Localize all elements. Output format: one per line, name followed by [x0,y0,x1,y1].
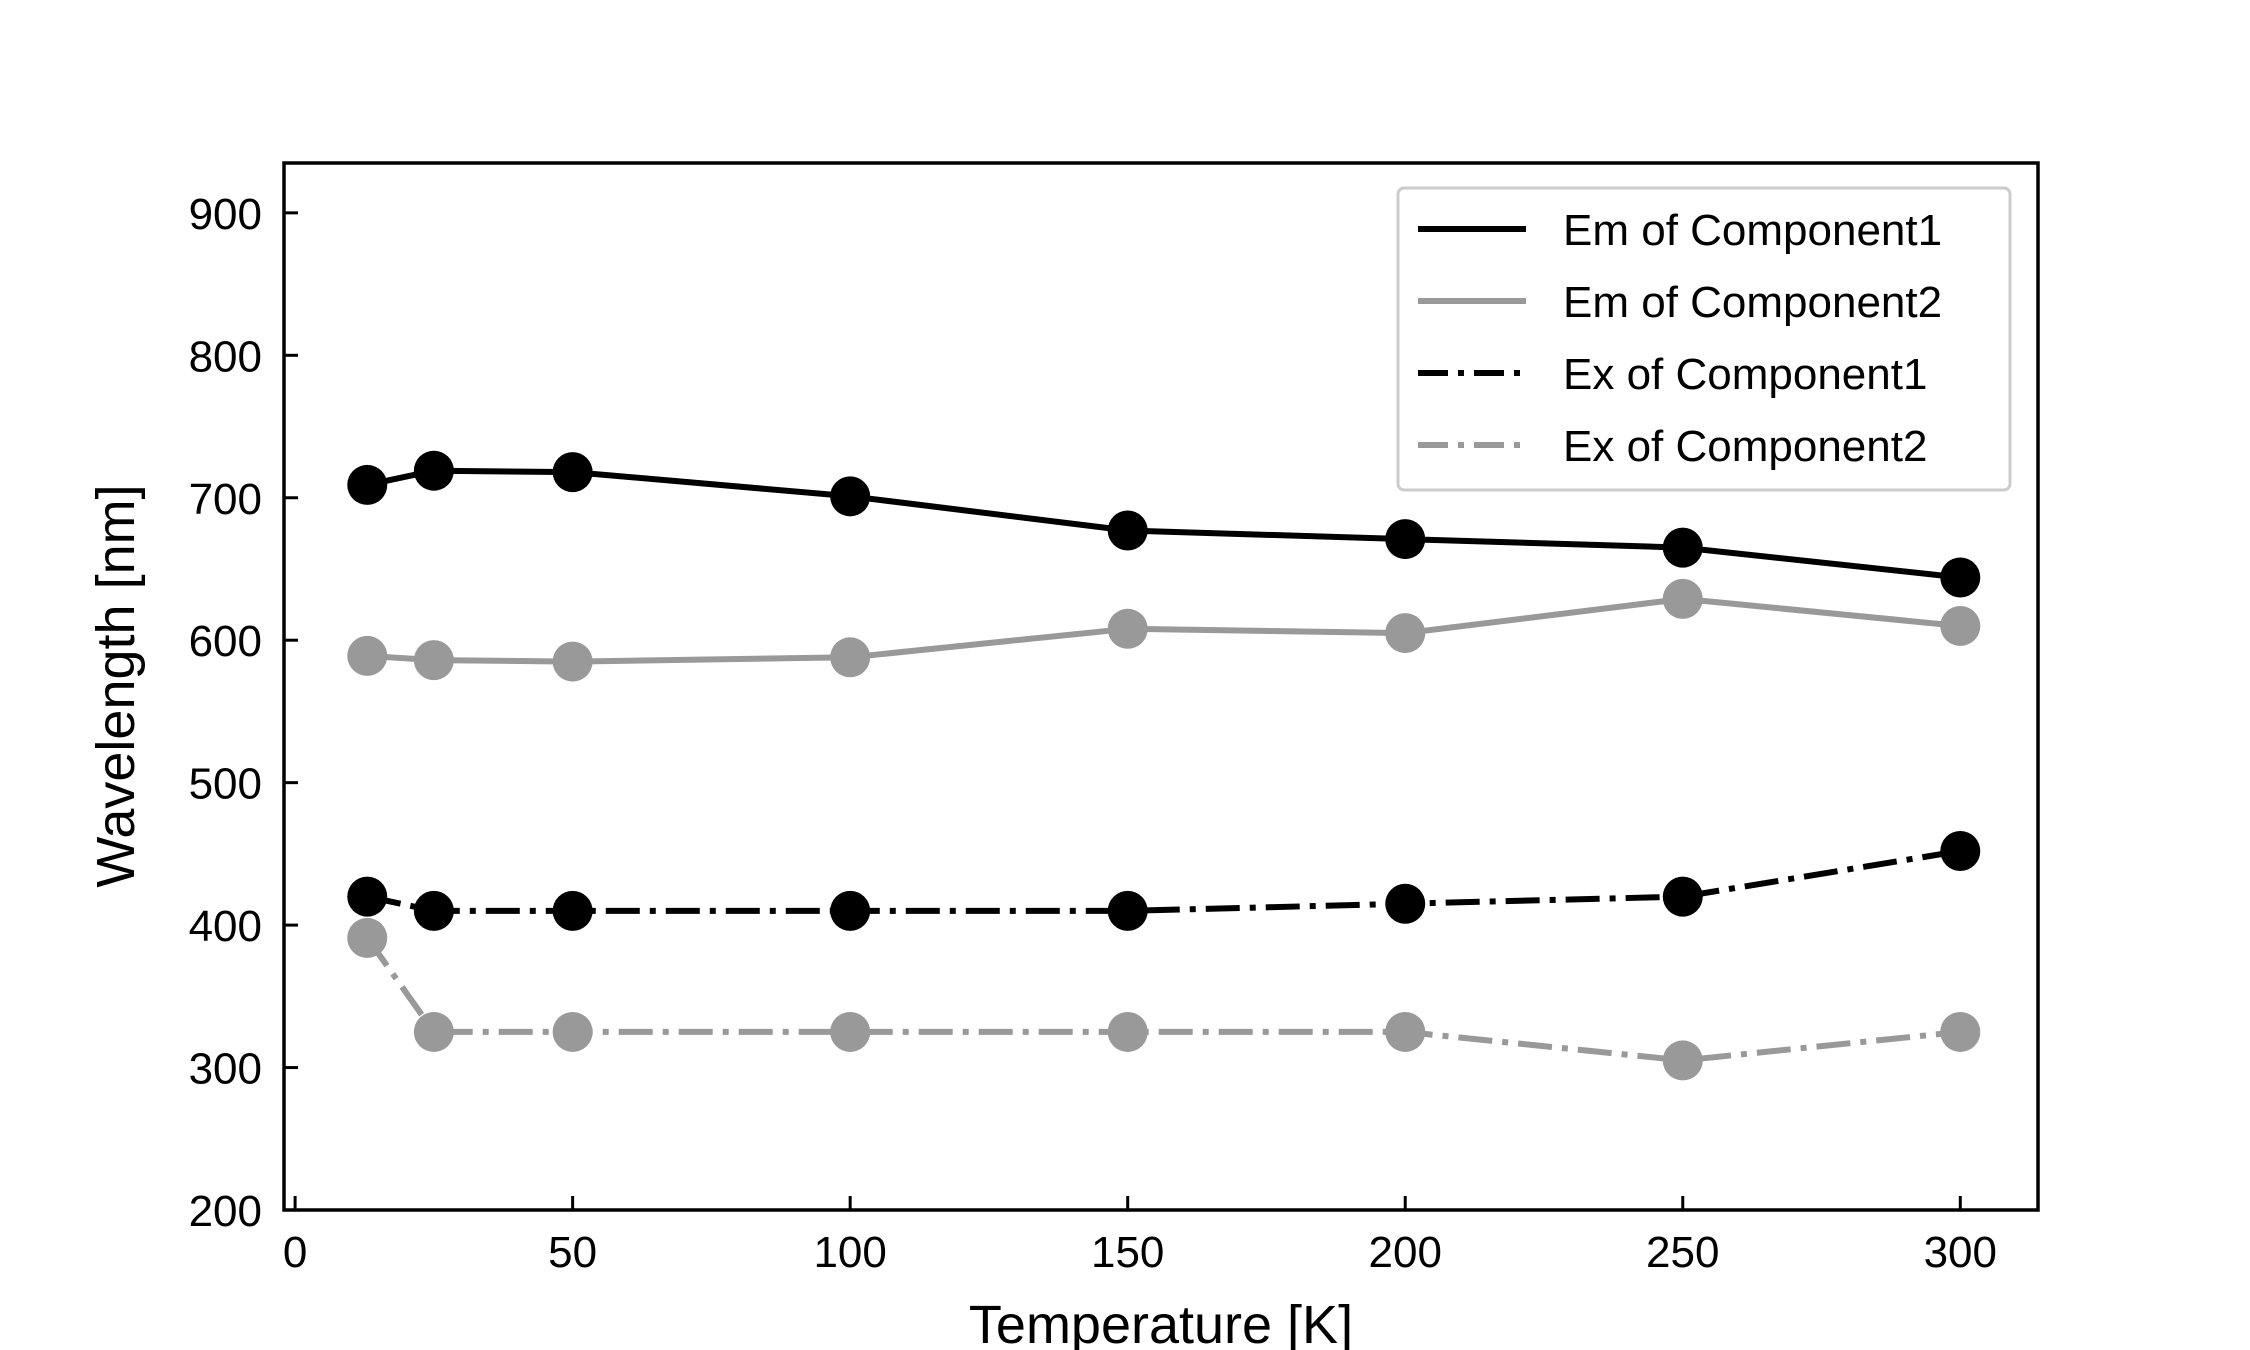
data-point-s2-2 [413,640,454,681]
x-tick-label-4: 200 [1369,1228,1442,1277]
x-tick-label-6: 300 [1924,1228,1997,1277]
data-point-s2-3 [552,641,593,682]
data-point-s4-3 [552,1011,593,1052]
y-tick-label-4: 600 [189,617,262,666]
data-point-s3-5 [1107,890,1148,931]
data-point-s1-7 [1662,527,1703,568]
x-tick-label-5: 250 [1646,1228,1719,1277]
data-point-s4-6 [1385,1011,1426,1052]
data-point-s4-8 [1940,1011,1981,1052]
y-tick-label-0: 200 [189,1187,262,1236]
y-tick-label-7: 900 [189,190,262,239]
legend-label-3: Ex of Component1 [1563,350,1927,399]
data-point-s1-8 [1940,557,1981,598]
data-point-s2-5 [1107,608,1148,649]
data-point-s4-1 [347,917,388,958]
axis-ticks: 0 50 100 150 200 250 300 200 300 400 500 600 700 800 9… [189,190,1997,1277]
x-tick-label-0: 0 [283,1228,307,1277]
data-point-s2-8 [1940,605,1981,646]
data-point-s3-8 [1940,831,1981,872]
series-line-1 [366,467,1961,581]
series-line-4 [364,936,1961,1064]
data-point-s2-6 [1385,613,1426,654]
y-tick-label-3: 500 [189,760,262,809]
data-point-s1-1 [347,464,388,505]
x-tick-label-3: 150 [1091,1228,1164,1277]
y-tick-label-6: 800 [189,332,262,381]
y-tick-label-2: 400 [189,902,262,951]
data-point-s1-2 [413,450,454,491]
legend-label-4: Ex of Component2 [1563,422,1927,471]
data-point-s3-4 [830,890,871,931]
y-axis-label: Wavelength [nm] [86,484,146,887]
data-point-s3-3 [552,890,593,931]
y-tick-label-1: 300 [189,1045,262,1094]
x-axis-label: Temperature [K] [969,1295,1353,1350]
data-point-s4-7 [1662,1040,1703,1081]
legend: Em of Component1 Em of Component2 Ex of Co… [1396,186,2012,492]
legend-label-1: Em of Component1 [1563,206,1942,255]
data-point-s4-4 [830,1011,871,1052]
data-point-s3-6 [1385,883,1426,924]
data-point-s3-7 [1662,876,1703,917]
data-point-s1-5 [1107,510,1148,551]
data-point-s3-2 [413,890,454,931]
data-point-s1-4 [830,476,871,517]
data-point-s4-2 [413,1011,454,1052]
x-tick-label-2: 100 [813,1228,886,1277]
data-point-s4-5 [1107,1011,1148,1052]
y-tick-label-5: 700 [189,475,262,524]
plot-area [347,450,1981,1081]
data-point-s2-4 [830,637,871,678]
plot-frame [282,161,2040,1212]
series-line-2 [367,595,1961,665]
data-point-s1-3 [552,452,593,493]
data-point-s2-7 [1662,578,1703,619]
data-point-s1-6 [1385,519,1426,560]
legend-label-2: Em of Component2 [1563,278,1942,327]
data-point-s2-1 [347,635,388,676]
series-line-3 [366,848,1961,914]
data-point-s3-1 [347,876,388,917]
x-tick-label-1: 50 [548,1228,597,1277]
legend-box [1396,186,2012,492]
